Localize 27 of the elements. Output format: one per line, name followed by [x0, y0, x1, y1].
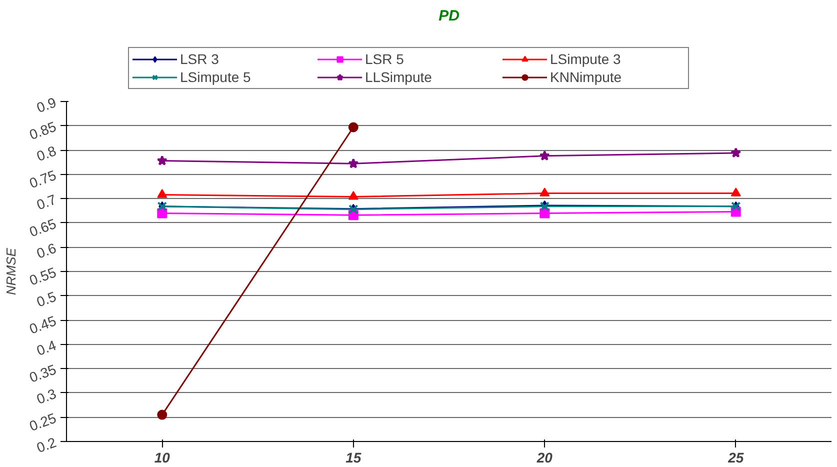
legend-label: LSimpute 5 [180, 69, 252, 85]
legend-label: LSimpute 3 [550, 51, 622, 67]
legend-label: LSR 5 [365, 51, 405, 67]
x-tick-label: 10 [154, 450, 170, 466]
x-tick-label: 25 [727, 450, 744, 466]
y-tick-label: 0.45 [27, 312, 58, 337]
legend-label: LLSimpute [365, 69, 433, 85]
y-tick-label: 0.2 [34, 434, 58, 456]
y-tick-label: 0.35 [27, 361, 58, 386]
y-tick-label: 0.7 [34, 191, 58, 213]
y-tick-label: 0.65 [27, 215, 58, 240]
y-tick-label: 0.6 [34, 240, 58, 262]
y-tick-label: 0.25 [27, 410, 58, 434]
y-tick-label: 0.5 [34, 288, 58, 310]
chart-title: PD [438, 8, 460, 24]
y-tick-label: 0.4 [34, 336, 58, 359]
y-tick-label: 0.3 [34, 385, 58, 408]
y-tick-label: 0.8 [34, 142, 58, 164]
y-tick-label: 0.85 [27, 118, 58, 143]
y-tick-label: 0.9 [34, 94, 58, 116]
legend-label: KNNimpute [550, 69, 623, 85]
y-axis-title: NRMSE [3, 248, 18, 295]
y-tick-label: 0.55 [27, 264, 58, 288]
y-tick-label: 0.75 [27, 166, 58, 192]
legend-label: LSR 3 [180, 51, 220, 67]
x-tick-label: 15 [346, 450, 362, 466]
x-tick-label: 20 [536, 450, 553, 466]
